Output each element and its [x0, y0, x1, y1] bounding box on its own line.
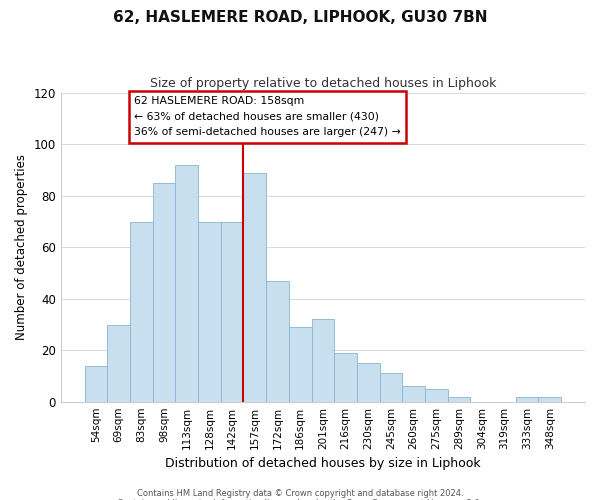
- Bar: [107, 324, 130, 402]
- X-axis label: Distribution of detached houses by size in Liphook: Distribution of detached houses by size …: [165, 457, 481, 470]
- Text: 62 HASLEMERE ROAD: 158sqm
← 63% of detached houses are smaller (430)
36% of semi: 62 HASLEMERE ROAD: 158sqm ← 63% of detac…: [134, 96, 401, 138]
- Text: Contains public sector information licensed under the Open Government Licence v3: Contains public sector information licen…: [118, 498, 482, 500]
- Bar: [221, 222, 244, 402]
- Bar: [538, 396, 561, 402]
- Y-axis label: Number of detached properties: Number of detached properties: [15, 154, 28, 340]
- Bar: [85, 366, 107, 402]
- Bar: [244, 173, 266, 402]
- Bar: [516, 396, 538, 402]
- Bar: [311, 320, 334, 402]
- Bar: [425, 389, 448, 402]
- Bar: [130, 222, 152, 402]
- Text: Contains HM Land Registry data © Crown copyright and database right 2024.: Contains HM Land Registry data © Crown c…: [137, 488, 463, 498]
- Bar: [403, 386, 425, 402]
- Bar: [357, 363, 380, 402]
- Bar: [198, 222, 221, 402]
- Bar: [152, 183, 175, 402]
- Bar: [448, 396, 470, 402]
- Bar: [289, 327, 311, 402]
- Bar: [266, 281, 289, 402]
- Title: Size of property relative to detached houses in Liphook: Size of property relative to detached ho…: [150, 78, 496, 90]
- Bar: [334, 353, 357, 402]
- Text: 62, HASLEMERE ROAD, LIPHOOK, GU30 7BN: 62, HASLEMERE ROAD, LIPHOOK, GU30 7BN: [113, 10, 487, 25]
- Bar: [175, 165, 198, 402]
- Bar: [380, 374, 403, 402]
